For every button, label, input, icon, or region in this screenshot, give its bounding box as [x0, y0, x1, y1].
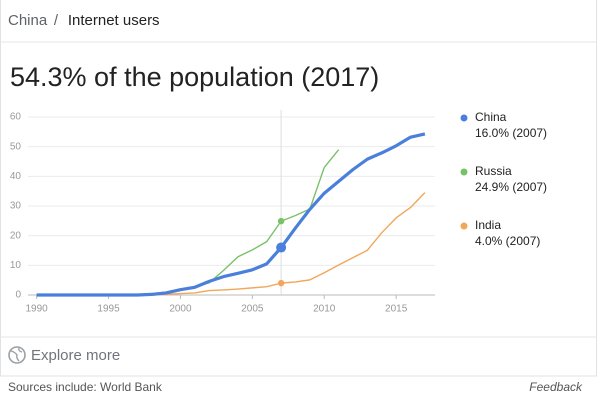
legend-name: India [475, 218, 501, 232]
hover-dot [277, 279, 285, 287]
y-tick-label: 50 [10, 141, 22, 152]
x-tick-label: 1990 [26, 304, 49, 315]
legend-value: 24.9% (2007) [475, 180, 547, 194]
x-tick-label: 2010 [313, 304, 336, 315]
y-tick-label: 20 [10, 230, 22, 241]
x-tick-label: 2015 [385, 304, 408, 315]
y-tick-label: 40 [10, 171, 22, 182]
legend-name: Russia [475, 164, 512, 178]
feedback[interactable]: Feedback [529, 380, 583, 394]
y-tick-label: 0 [15, 290, 21, 301]
y-tick-label: 60 [10, 112, 22, 123]
legend-name: China [475, 110, 507, 124]
x-tick-label: 2000 [169, 304, 192, 315]
hover-dot [276, 242, 287, 253]
breadcrumb-separator: / [54, 12, 59, 29]
breadcrumb-parent[interactable]: China [8, 12, 48, 29]
y-tick-label: 30 [10, 201, 22, 212]
x-tick-label: 1995 [97, 304, 120, 315]
globe-icon [8, 346, 26, 364]
hover-dot [277, 217, 285, 225]
chart: 0 10 20 30 40 50 60 1990 1995 2000 2005 2010 2015 Chi… [10, 110, 547, 315]
explore-label[interactable]: Explore more [31, 347, 120, 364]
y-tick-label: 10 [10, 260, 22, 271]
legend-value: 16.0% (2007) [475, 126, 547, 140]
legend-value: 4.0% (2007) [475, 234, 540, 248]
legend-dot [460, 222, 468, 230]
legend-dot [460, 114, 468, 122]
sources: Sources include: World Bank [8, 380, 163, 394]
legend-dot [460, 168, 468, 176]
explore-more[interactable]: Explore more [8, 346, 120, 364]
headline: 54.3% of the population (2017) [10, 62, 379, 92]
breadcrumb-current: Internet users [68, 12, 160, 29]
series-line [36, 132, 426, 297]
globe-detail [10, 347, 23, 362]
card [0, 0, 597, 377]
x-tick-label: 2005 [241, 304, 264, 315]
